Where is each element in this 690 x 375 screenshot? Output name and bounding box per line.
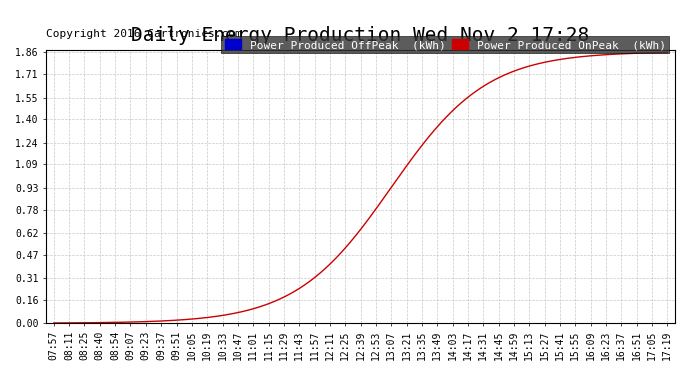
Legend: Power Produced OffPeak  (kWh), Power Produced OnPeak  (kWh): Power Produced OffPeak (kWh), Power Prod… <box>221 36 669 54</box>
Text: Copyright 2016 Cartronics.com: Copyright 2016 Cartronics.com <box>46 28 242 39</box>
Title: Daily Energy Production Wed Nov 2 17:28: Daily Energy Production Wed Nov 2 17:28 <box>131 26 590 45</box>
